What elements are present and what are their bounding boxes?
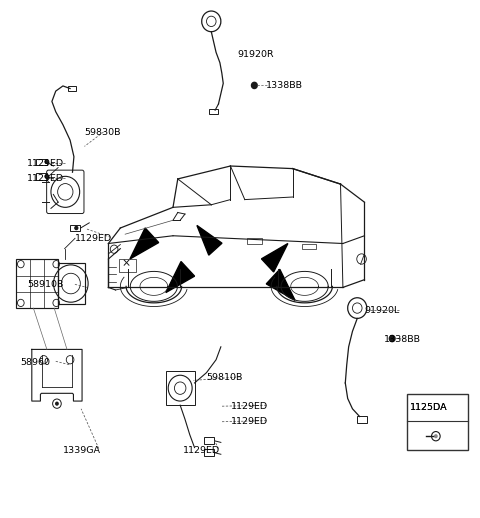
Bar xyxy=(204,438,214,444)
Bar xyxy=(407,394,468,450)
Bar xyxy=(302,243,316,249)
Polygon shape xyxy=(166,262,194,293)
Circle shape xyxy=(55,401,59,406)
Bar xyxy=(357,416,367,423)
Text: 1129ED: 1129ED xyxy=(75,234,112,243)
Bar xyxy=(36,159,47,165)
Text: 1129ED: 1129ED xyxy=(27,159,64,168)
Text: 1129ED: 1129ED xyxy=(230,417,267,426)
Bar xyxy=(36,173,47,180)
Text: 1125DA: 1125DA xyxy=(410,404,447,412)
Circle shape xyxy=(75,226,78,229)
Polygon shape xyxy=(130,228,159,259)
Circle shape xyxy=(434,434,438,438)
Text: 59830B: 59830B xyxy=(84,128,121,137)
Bar xyxy=(16,259,58,308)
Text: 1129ED: 1129ED xyxy=(182,445,220,455)
Bar xyxy=(68,86,76,91)
Bar xyxy=(166,371,194,405)
Text: 1339GA: 1339GA xyxy=(63,445,101,455)
Text: 1129ED: 1129ED xyxy=(27,175,64,183)
Text: 1125DA: 1125DA xyxy=(410,403,448,412)
Polygon shape xyxy=(266,269,295,300)
Text: 1129ED: 1129ED xyxy=(230,402,267,411)
Bar xyxy=(209,109,217,114)
Circle shape xyxy=(45,161,48,163)
Text: 91920R: 91920R xyxy=(238,50,274,60)
Circle shape xyxy=(45,175,48,178)
Bar xyxy=(70,225,80,232)
Bar xyxy=(204,450,214,456)
Bar xyxy=(120,259,136,272)
Text: 1338BB: 1338BB xyxy=(384,335,420,343)
Text: 59810B: 59810B xyxy=(206,373,243,382)
Circle shape xyxy=(389,336,395,342)
Bar xyxy=(58,263,85,304)
Text: 1338BB: 1338BB xyxy=(266,81,303,91)
Bar xyxy=(247,238,262,243)
Polygon shape xyxy=(197,225,222,255)
Text: 58960: 58960 xyxy=(20,358,50,367)
Text: 91920L: 91920L xyxy=(364,306,400,315)
Circle shape xyxy=(252,82,257,89)
Polygon shape xyxy=(262,243,288,272)
Text: 58910B: 58910B xyxy=(27,280,63,290)
